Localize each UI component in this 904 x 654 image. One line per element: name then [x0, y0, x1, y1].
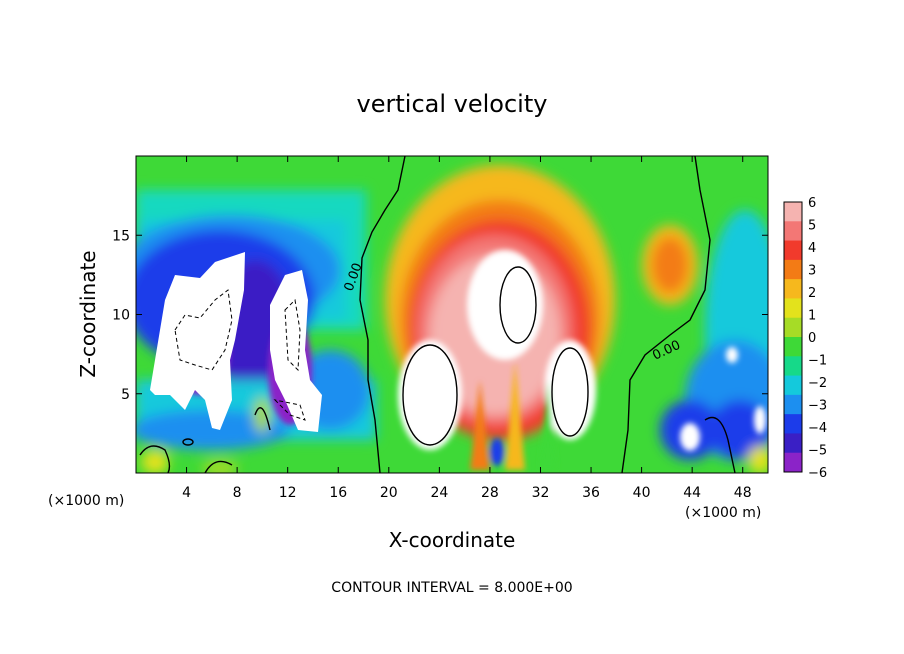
- colorbar-tick-label: −5: [808, 444, 827, 459]
- colorbar-tick-label: 4: [808, 241, 816, 256]
- y-axis: 5 10 15: [112, 228, 768, 403]
- y-axis-label: Z-coordinate: [76, 250, 100, 377]
- x-tick-label: 24: [430, 485, 448, 501]
- colorbar-tick-label: −1: [808, 354, 827, 369]
- colorbar-frame: [783, 201, 803, 473]
- x-unit-right: (×1000 m): [685, 505, 761, 521]
- colorbar-swatch: [784, 394, 802, 415]
- colorbar-swatch: [784, 375, 802, 396]
- colorbar-swatch: [784, 221, 802, 242]
- colorbar-tick-label: 2: [808, 286, 816, 301]
- x-tick-label: 20: [380, 485, 398, 501]
- x-tick-label: 32: [532, 485, 550, 501]
- left-core-2: [270, 270, 322, 432]
- x-axis-label: X-coordinate: [389, 528, 516, 552]
- x-tick-label: 4: [182, 485, 191, 501]
- colorbar-swatch: [784, 337, 802, 357]
- chart-title: vertical velocity: [357, 90, 548, 118]
- colorbar-swatch: [784, 433, 802, 454]
- contour-lines-dashed: [174, 289, 306, 421]
- colorbar-swatch: [784, 356, 802, 377]
- contour-interval-note: CONTOUR INTERVAL = 8.000E+00: [331, 580, 572, 596]
- x-unit-left: (×1000 m): [48, 493, 124, 509]
- colorbar-tick-label: −3: [808, 399, 827, 414]
- x-tick-label: 48: [734, 485, 752, 501]
- left-core-1: [150, 252, 245, 430]
- x-tick-label: 44: [683, 485, 701, 501]
- colorbar-swatch: [784, 202, 802, 222]
- x-axis: 4 8 12 16 20 24 28 32 36 40 44 48: [182, 156, 752, 501]
- colorbar-tick-label: 1: [808, 309, 816, 324]
- y-tick-label: 15: [112, 228, 130, 244]
- colorbar-tick-label: 5: [808, 219, 816, 234]
- colorbar-tick-label: −2: [808, 376, 827, 391]
- colorbar-swatch: [784, 317, 802, 338]
- colorbar-tick-label: −6: [808, 466, 827, 481]
- x-tick-label: 40: [633, 485, 651, 501]
- colorbar-swatch: [784, 298, 802, 319]
- colorbar-tick-label: 3: [808, 264, 816, 279]
- colorbar-tick-label: 6: [808, 196, 816, 211]
- x-tick-label: 8: [233, 485, 242, 501]
- x-tick-label: 28: [481, 485, 499, 501]
- colorbar-swatch: [784, 452, 802, 473]
- plot-area: 0.00 0.00: [136, 156, 768, 473]
- colorbar-swatch: [784, 240, 802, 261]
- colorbar-tick-label: −4: [808, 421, 827, 436]
- contour-lines: [139, 156, 736, 473]
- colorbar: 6 5 4 3 2 1 0 −1 −2 −3 −4 −5 −6: [783, 196, 827, 481]
- x-tick-label: 12: [279, 485, 297, 501]
- colorbar-tick-label: 0: [808, 331, 816, 346]
- colorbar-swatch: [784, 279, 802, 299]
- x-tick-label: 16: [329, 485, 347, 501]
- y-tick-label: 5: [121, 387, 130, 403]
- colorbar-swatch: [784, 414, 802, 434]
- y-tick-label: 10: [112, 308, 130, 324]
- colorbar-swatch: [784, 259, 802, 280]
- x-tick-label: 36: [582, 485, 600, 501]
